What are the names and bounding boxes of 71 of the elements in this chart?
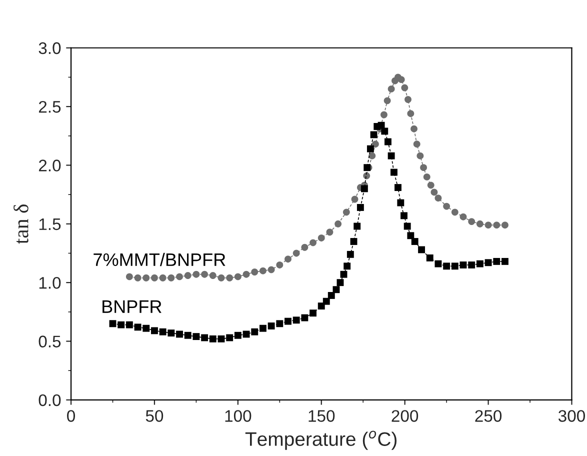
point (401, 84, 408, 92)
point (413, 140, 420, 148)
point (318, 234, 325, 242)
y-tick-label: 2.0 (38, 160, 61, 172)
x-tick-label: 300 (558, 410, 585, 422)
point (404, 96, 412, 103)
point (259, 267, 266, 274)
x-tick-label: 100 (225, 410, 252, 422)
point (407, 110, 414, 118)
point (451, 208, 458, 216)
point (351, 196, 358, 203)
point (427, 182, 434, 189)
point (420, 164, 427, 172)
series-label: BNPFR (102, 300, 162, 313)
point (242, 270, 250, 278)
point (201, 270, 208, 278)
y-tick-label: 1.0 (39, 276, 61, 289)
point (301, 244, 308, 251)
point (326, 228, 334, 236)
point (251, 268, 258, 276)
point (493, 222, 500, 229)
point (142, 274, 150, 282)
point (184, 272, 192, 279)
point (284, 256, 292, 263)
point (410, 125, 418, 132)
point (176, 273, 183, 280)
y-tick-label: 1.5 (39, 218, 61, 230)
point (192, 270, 200, 278)
point (416, 152, 424, 160)
point (380, 111, 388, 118)
x-tick-label: 200 (392, 410, 418, 422)
point (484, 222, 492, 229)
point (384, 97, 391, 104)
y-tick-label: 2.5 (38, 100, 61, 113)
point (218, 274, 225, 282)
point (134, 274, 142, 282)
point (460, 213, 467, 220)
point (372, 140, 379, 148)
point (476, 220, 484, 228)
point (159, 274, 166, 282)
point (443, 202, 450, 210)
x-tick-label: 0 (67, 410, 76, 422)
point (398, 76, 405, 84)
point (468, 218, 476, 226)
x-tick-label: 250 (475, 410, 502, 422)
point (168, 274, 175, 282)
point (292, 250, 300, 257)
x-tick-label: 150 (308, 410, 335, 422)
point (434, 194, 442, 202)
point (368, 152, 376, 160)
series-label: 7%MMT/BNPFR (94, 252, 226, 266)
point (276, 261, 284, 268)
point (151, 274, 158, 282)
point (209, 272, 216, 279)
point (342, 208, 350, 216)
point (234, 273, 242, 280)
y-tick-label: 3.0 (38, 42, 61, 54)
point (126, 273, 133, 280)
point (430, 188, 438, 196)
x-axis-title: Temperature ($^{o}$C) (245, 430, 397, 450)
y-tick-label: 0.5 (38, 336, 61, 348)
point (388, 85, 395, 92)
x-tick-label: 50 (146, 410, 164, 422)
point (268, 266, 275, 274)
point (502, 222, 508, 229)
point (310, 239, 317, 246)
y-tick-label: 0.0 (38, 394, 61, 406)
point (423, 173, 430, 180)
point (334, 220, 342, 228)
point (226, 274, 234, 282)
y-axis-title: tan δ (14, 204, 28, 244)
